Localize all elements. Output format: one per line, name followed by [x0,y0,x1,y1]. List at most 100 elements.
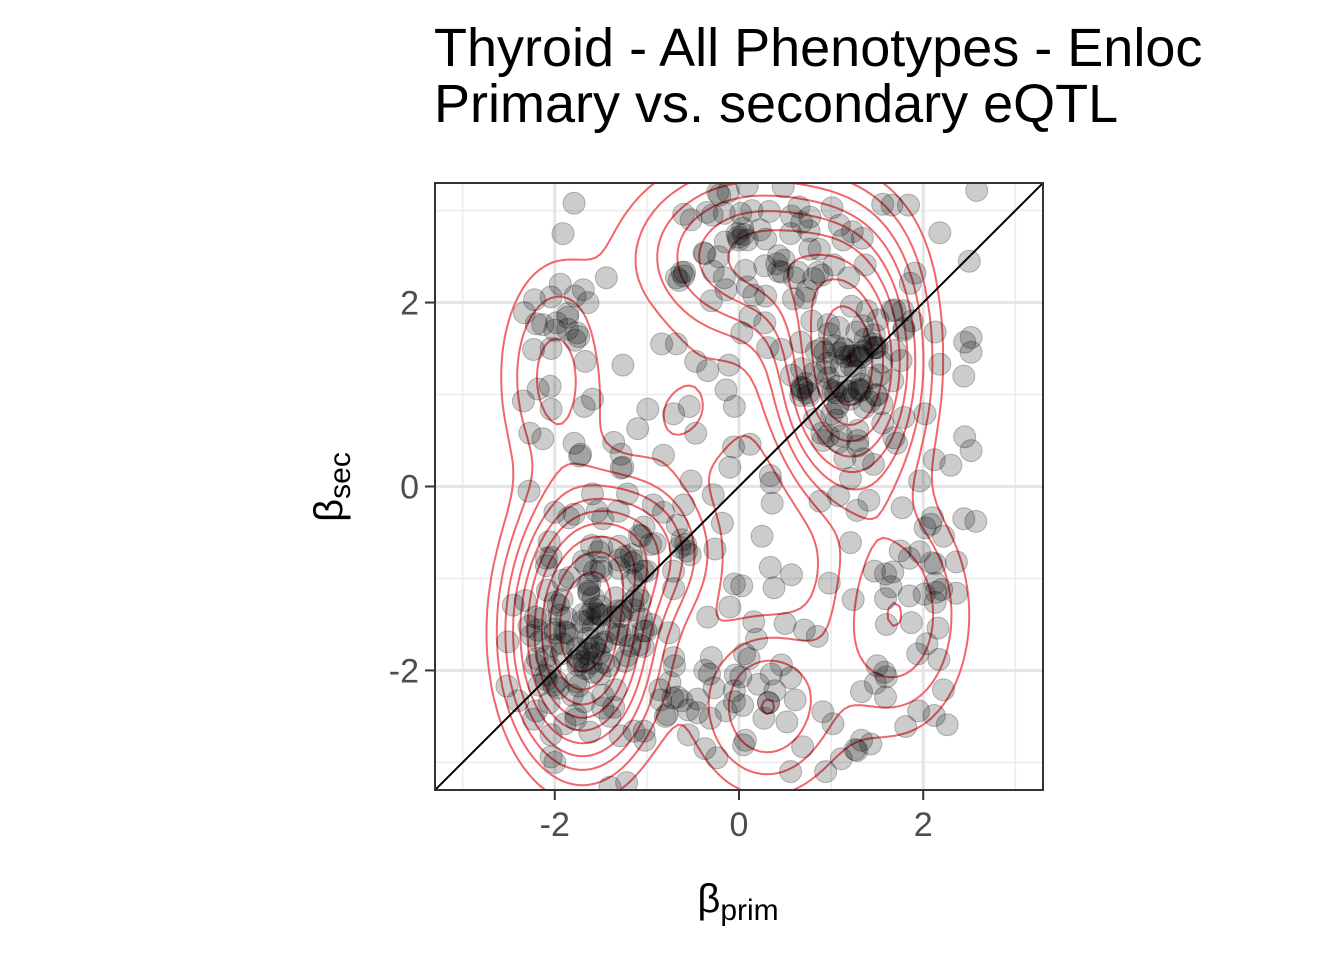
data-point [921,506,944,530]
data-point [780,563,803,587]
data-point [564,707,588,731]
data-point [551,632,575,656]
density-contour [540,278,884,706]
data-point [732,223,756,246]
data-point [576,573,600,597]
data-point [932,678,955,702]
data-point [881,560,905,584]
data-point [670,528,694,552]
data-point [722,572,746,596]
identity-line-group [435,183,1043,790]
data-point [827,484,850,508]
data-point [848,346,872,370]
data-point [663,654,686,678]
data-point [827,430,850,454]
data-point [591,507,615,531]
data-point [722,395,746,418]
data-point [573,349,597,373]
data-point [874,613,898,636]
data-point [673,260,697,284]
data-point [826,374,850,398]
data-point [553,712,577,736]
data-point [566,653,590,677]
data-point [620,568,644,592]
data-point [535,546,558,570]
data-point [802,267,826,291]
data-point [575,642,599,666]
data-point [597,654,621,678]
data-point [825,408,849,432]
data-point [791,735,815,759]
data-point [756,336,780,360]
density-contour [504,183,935,771]
data-point [850,372,873,396]
data-point [528,607,552,631]
data-point [779,760,803,784]
data-point [539,745,563,769]
data-point [793,286,817,310]
data-point [572,649,596,673]
data-point [790,211,814,234]
data-point [863,671,887,695]
data-point [923,552,947,576]
data-point [862,332,885,356]
data-point [590,559,614,583]
data-point [837,266,861,290]
data-point [626,563,650,587]
data-point [539,337,563,360]
data-point [722,679,746,703]
data-point [523,288,546,312]
data-point [662,559,686,583]
data-point [678,543,702,567]
data-point [885,431,908,455]
data-point [701,259,725,283]
chart-title-line-1: Thyroid - All Phenotypes - Enloc [434,18,1203,78]
data-point [846,418,870,442]
data-point [607,548,631,572]
data-point [820,402,844,426]
data-point [522,707,546,731]
data-point [707,245,731,269]
data-point [952,364,976,388]
data-point [590,603,614,627]
density-contour [526,229,901,732]
data-point [606,599,630,623]
data-point [899,611,923,635]
data-point [773,612,797,635]
data-point [543,750,567,774]
data-point [759,662,783,686]
data-point [563,328,587,352]
data-point [716,183,740,204]
data-point [815,351,839,375]
data-point [780,363,803,387]
data-point [822,253,846,277]
data-point [543,500,567,524]
data-point [598,704,622,728]
data-point [726,225,750,249]
data-point [527,630,551,654]
data-point [915,632,939,656]
data-point [833,446,857,470]
data-point [762,576,786,600]
data-point [753,311,777,335]
data-point [567,325,591,349]
data-point [700,203,724,227]
data-point [889,349,913,372]
data-point [588,594,612,618]
data-point [928,352,952,376]
data-point [864,383,888,406]
data-point [582,559,606,583]
data-point [606,499,630,523]
data-point [733,258,757,282]
data-point [591,683,615,707]
data-point [662,402,686,426]
data-point [650,332,674,356]
data-point [525,647,549,670]
data-point [631,619,655,643]
data-point [531,313,555,337]
data-point [591,696,615,720]
identity-line [435,183,1043,790]
data-point [619,543,643,567]
density-contour [549,305,874,691]
data-point [615,644,639,668]
